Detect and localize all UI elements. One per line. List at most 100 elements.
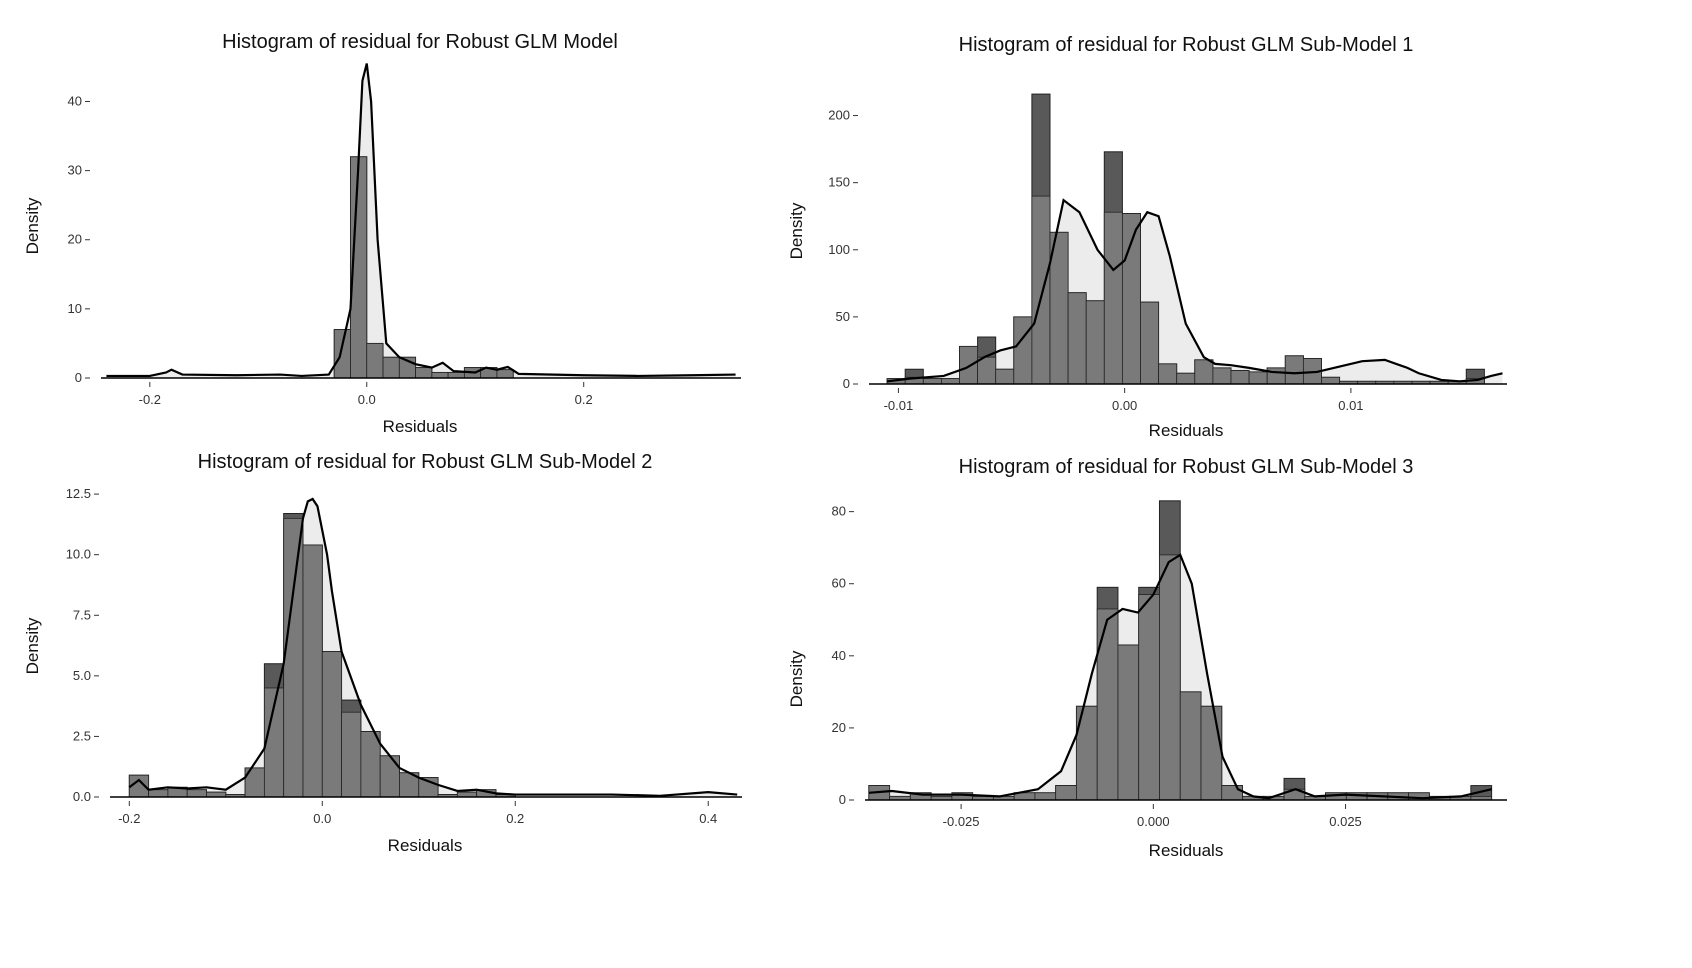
histogram-bar: [1138, 594, 1160, 801]
y-tick-label: 0: [75, 370, 82, 385]
y-tick-label: 200: [828, 108, 850, 123]
y-tick-label: 100: [828, 242, 850, 257]
y-tick-label: 20: [68, 232, 82, 247]
x-tick-label: 0.000: [1137, 814, 1170, 829]
histogram-bar: [1212, 367, 1232, 385]
histogram-bar: [1013, 316, 1033, 385]
x-axis-label: Residuals: [388, 836, 463, 855]
x-tick-label: -0.2: [139, 392, 161, 407]
y-tick-label: 50: [836, 309, 850, 324]
histogram-bar: [206, 791, 227, 798]
density-curve: [886, 198, 1503, 383]
panel-robust-glm-model: Histogram of residual for Robust GLM Mod…: [16, 24, 778, 441]
histogram-bar: [321, 651, 342, 798]
histogram-bar: [1117, 644, 1140, 801]
x-tick-label: 0.01: [1338, 398, 1363, 413]
y-tick-label: 150: [828, 175, 850, 190]
x-tick-label: 0.4: [699, 811, 717, 826]
y-tick-label: 40: [832, 648, 846, 663]
histogram-bar: [341, 711, 362, 798]
histogram-chart: Histogram of residual for Robust GLM Sub…: [787, 34, 1507, 440]
chart-title: Histogram of residual for Robust GLM Sub…: [959, 456, 1414, 478]
histogram-bar: [1266, 367, 1286, 385]
x-tick-label: 0.2: [506, 811, 524, 826]
chart-title: Histogram of residual for Robust GLM Mod…: [222, 31, 618, 53]
histogram-bar: [379, 755, 400, 798]
y-tick-label: 10.0: [66, 547, 91, 562]
y-axis-label: Density: [787, 650, 806, 707]
histogram-bar: [1230, 370, 1250, 385]
density-area: [106, 63, 736, 379]
panel-robust-glm-sub-model-2: Histogram of residual for Robust GLM Sub…: [16, 445, 778, 863]
x-axis-label: Residuals: [383, 417, 458, 436]
histogram-bar: [456, 791, 478, 798]
histogram-bar: [1194, 359, 1214, 385]
histogram-chart: Histogram of residual for Robust GLM Sub…: [23, 451, 742, 855]
histogram-bar: [366, 343, 384, 379]
y-tick-label: 10: [68, 301, 82, 316]
x-tick-label: 0.0: [358, 392, 376, 407]
histogram-bar: [922, 378, 942, 385]
density-area: [129, 498, 738, 797]
histogram-bar: [1159, 554, 1181, 801]
histogram-bar: [1034, 792, 1057, 801]
histogram-bar: [186, 789, 207, 798]
x-axis-label: Residuals: [1149, 841, 1224, 860]
chart-title: Histogram of residual for Robust GLM Sub…: [959, 34, 1414, 56]
y-tick-label: 0: [843, 376, 850, 391]
x-tick-label: -0.025: [943, 814, 980, 829]
x-tick-label: 0.0: [313, 811, 331, 826]
y-tick-label: 20: [832, 720, 846, 735]
y-tick-label: 2.5: [73, 728, 91, 743]
y-axis-label: Density: [787, 202, 806, 259]
y-tick-label: 0: [839, 792, 846, 807]
histogram-bar: [1067, 292, 1087, 385]
chart-title: Histogram of residual for Robust GLM Sub…: [198, 451, 653, 473]
y-tick-label: 5.0: [73, 668, 91, 683]
histogram-bar: [1221, 785, 1243, 801]
x-axis-label: Residuals: [1149, 421, 1224, 440]
panel-robust-glm-sub-model-1: Histogram of residual for Robust GLM Sub…: [783, 28, 1545, 446]
histogram-bar: [496, 369, 514, 379]
y-tick-label: 0.0: [73, 789, 91, 804]
histogram-bar: [1031, 195, 1051, 385]
histogram-bar: [302, 544, 323, 798]
x-tick-label: -0.01: [884, 398, 914, 413]
histogram-bar: [415, 367, 433, 379]
histogram-bar: [1200, 705, 1223, 801]
histogram-bar: [1055, 785, 1077, 801]
histogram-bar: [959, 346, 978, 385]
histogram-bar: [447, 372, 465, 379]
x-tick-label: 0.025: [1329, 814, 1362, 829]
histogram-bar: [333, 329, 351, 379]
histogram-bar: [1176, 372, 1196, 385]
histogram-bar: [1140, 301, 1159, 385]
x-tick-label: -0.2: [118, 811, 140, 826]
y-tick-label: 30: [68, 163, 82, 178]
histogram-bar: [1085, 300, 1105, 385]
density-curve: [128, 497, 738, 797]
histogram-bar: [360, 731, 381, 798]
panel-robust-glm-sub-model-3: Histogram of residual for Robust GLM Sub…: [783, 450, 1545, 864]
histogram-bar: [283, 517, 304, 798]
histogram-bar: [1096, 608, 1119, 801]
histogram-bar: [1284, 355, 1304, 385]
histogram-bar: [1103, 211, 1123, 385]
x-tick-label: 0.2: [575, 392, 593, 407]
y-axis-label: Density: [23, 617, 42, 674]
histogram-bar: [1321, 376, 1340, 385]
histogram-chart: Histogram of residual for Robust GLM Sub…: [787, 456, 1507, 860]
histogram-bar: [1248, 371, 1268, 385]
y-axis-label: Density: [23, 197, 42, 254]
y-tick-label: 7.5: [73, 607, 91, 622]
y-tick-label: 40: [68, 93, 82, 108]
histogram-bar: [431, 372, 449, 379]
histogram-chart: Histogram of residual for Robust GLM Mod…: [23, 31, 741, 436]
histogram-bar: [382, 356, 400, 379]
density-curve: [106, 63, 736, 378]
histogram-bar: [995, 368, 1015, 385]
y-tick-label: 60: [832, 576, 846, 591]
histogram-bar: [1158, 363, 1178, 385]
y-tick-label: 12.5: [66, 486, 91, 501]
density-curve: [868, 553, 1492, 800]
